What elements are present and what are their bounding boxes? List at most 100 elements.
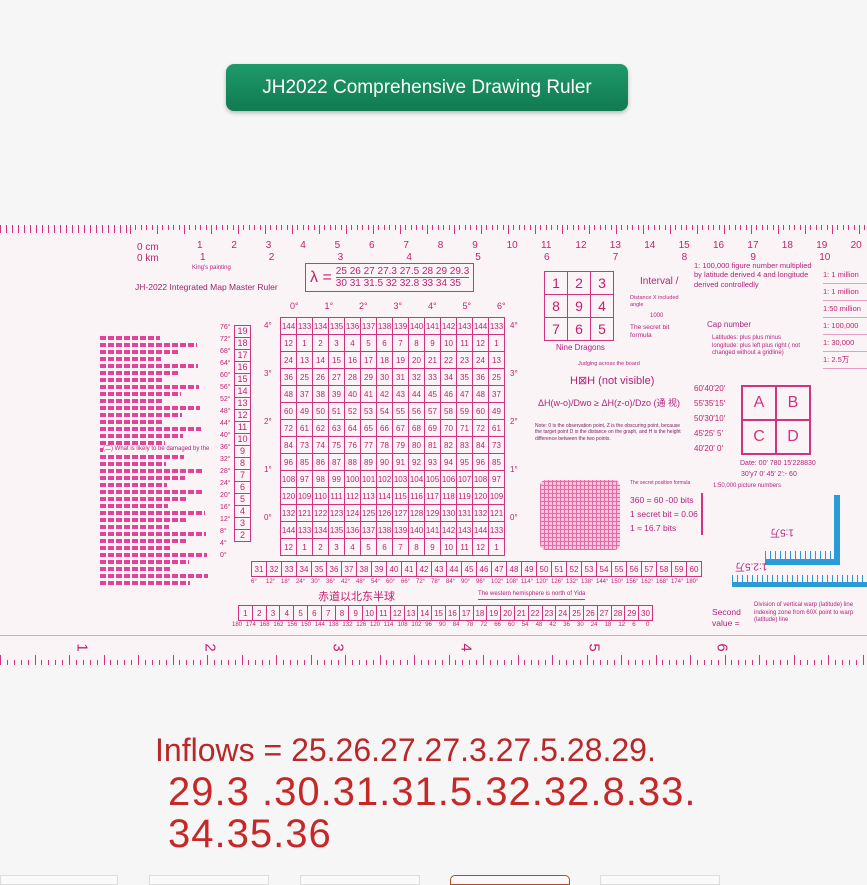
degree-label: 72: [480, 622, 488, 628]
grid-row: 120 109 110 111 112 113 114 115 116 117 118 119 120 1…: [280, 487, 505, 505]
tick-mark: [302, 225, 304, 230]
tick-mark: [69, 655, 70, 665]
zone-cell: 41: [401, 561, 417, 577]
tick-mark: [600, 660, 602, 665]
bottom-scale-label: 3: [329, 643, 347, 652]
zone-cell: 28: [610, 605, 626, 621]
grid-cell: 130: [440, 504, 457, 522]
tick-mark: [491, 225, 493, 230]
tick-mark: [48, 660, 50, 665]
latitude-label: 64°: [220, 360, 231, 367]
thumbnail[interactable]: [0, 875, 118, 885]
tick-mark: [724, 655, 726, 665]
zone-cell: 45: [461, 561, 477, 577]
tick-mark: [372, 660, 374, 665]
grid-row: 132 121 122 123 124 125 126 127 128 129 130 131 132 1…: [280, 504, 505, 522]
tick-mark: [634, 660, 636, 665]
grid-row: 24 13 14 15 16 17 18 19 20 21 22 23 24 13: [280, 351, 505, 369]
tick-mark: [842, 225, 844, 230]
tick-mark: [227, 660, 229, 665]
tick-mark: [20, 660, 22, 665]
zone-cell: 2: [234, 529, 251, 542]
degree-label: 180: [232, 622, 243, 628]
cap-note: Latitudes: plus plus minus longitude: pl…: [712, 335, 801, 356]
grid-cell: 137: [360, 317, 377, 335]
tick-mark: [794, 225, 796, 230]
tick-mark: [476, 660, 478, 665]
tick-mark: [621, 655, 622, 665]
tick-mark: [486, 225, 488, 230]
tick-mark: [367, 225, 369, 230]
grid-cell: 23: [456, 351, 473, 369]
thumbnail[interactable]: [600, 875, 720, 885]
grid-cell: 135: [328, 521, 345, 539]
degree-label: 126°: [551, 579, 564, 585]
tick-mark: [373, 225, 374, 234]
nine-dragons-label: Nine Dragons: [556, 343, 605, 352]
tick-mark: [41, 660, 43, 665]
zone-cell: 32: [266, 561, 282, 577]
tick-mark: [286, 225, 288, 230]
cm-tick-label: 6: [369, 240, 375, 251]
zone-cell: 17: [234, 349, 251, 362]
tick-mark: [124, 660, 126, 665]
grid-cell: 73: [488, 436, 505, 454]
grid-cell: 99: [328, 470, 345, 488]
km-tick-label: 1: [200, 252, 206, 263]
latitude-label: 12°: [220, 516, 231, 523]
secret-formula: The secret bit formula: [630, 324, 670, 340]
zone-cell: 14: [417, 605, 433, 621]
tick-mark: [793, 655, 795, 665]
interval-label: Interval /: [640, 276, 679, 287]
grid-cell: 132: [472, 504, 489, 522]
grid-cell: 84: [280, 436, 297, 454]
degree-label: 78°: [431, 579, 441, 585]
zone-row: 8: [234, 457, 251, 470]
tick-mark: [565, 660, 567, 665]
grid-cell: 13: [296, 351, 313, 369]
nine-cell: 1: [544, 271, 568, 295]
quadrant-letter: D: [776, 420, 810, 454]
grid-cell: 96: [472, 453, 489, 471]
cm-tick-label: 15: [678, 240, 690, 251]
grid-cell: 36: [280, 368, 297, 386]
bottom-scale-label: 1: [73, 643, 91, 652]
grid-cell: 82: [440, 436, 457, 454]
grid-cell: 25: [488, 368, 505, 386]
text-line: [100, 455, 184, 459]
cm-tick-label: 18: [781, 240, 793, 251]
grid-cell: 2: [312, 538, 329, 556]
thumbnail[interactable]: [149, 875, 269, 885]
text-line: [100, 497, 186, 501]
tick-mark: [815, 225, 817, 230]
division-note: Division of vertical warp (latitude) lin…: [754, 602, 854, 623]
tick-mark: [745, 225, 747, 230]
grid-cell: 108: [472, 470, 489, 488]
tick-mark: [535, 225, 536, 234]
grid-cell: 101: [360, 470, 377, 488]
cm-tick-label: 12: [575, 240, 587, 251]
grid-cell: 14: [312, 351, 329, 369]
grid-cell: 139: [392, 317, 409, 335]
zone-cell: 19: [486, 605, 502, 621]
degree-label: 48°: [356, 579, 366, 585]
secret-line: 360 = 60 -00 bits: [630, 495, 694, 505]
nine-cell: 3: [590, 271, 614, 295]
tick-mark: [184, 225, 185, 234]
degree-label: 102°: [491, 579, 504, 585]
thumbnail[interactable]: [300, 875, 420, 885]
tick-mark: [135, 225, 137, 230]
tick-mark: [616, 225, 617, 234]
grid-cell: 50: [312, 402, 329, 420]
tick-mark: [248, 660, 250, 665]
tick-mark: [496, 660, 498, 665]
tick-mark: [205, 225, 207, 230]
grid-cell: 97: [488, 470, 505, 488]
zone-cell: 31: [251, 561, 267, 577]
thumbnail-selected[interactable]: [450, 875, 570, 885]
tick-mark: [437, 225, 439, 230]
grid-cell: 72: [280, 419, 297, 437]
grid-cell: 97: [296, 470, 313, 488]
latitude-label: 28°: [220, 468, 231, 475]
